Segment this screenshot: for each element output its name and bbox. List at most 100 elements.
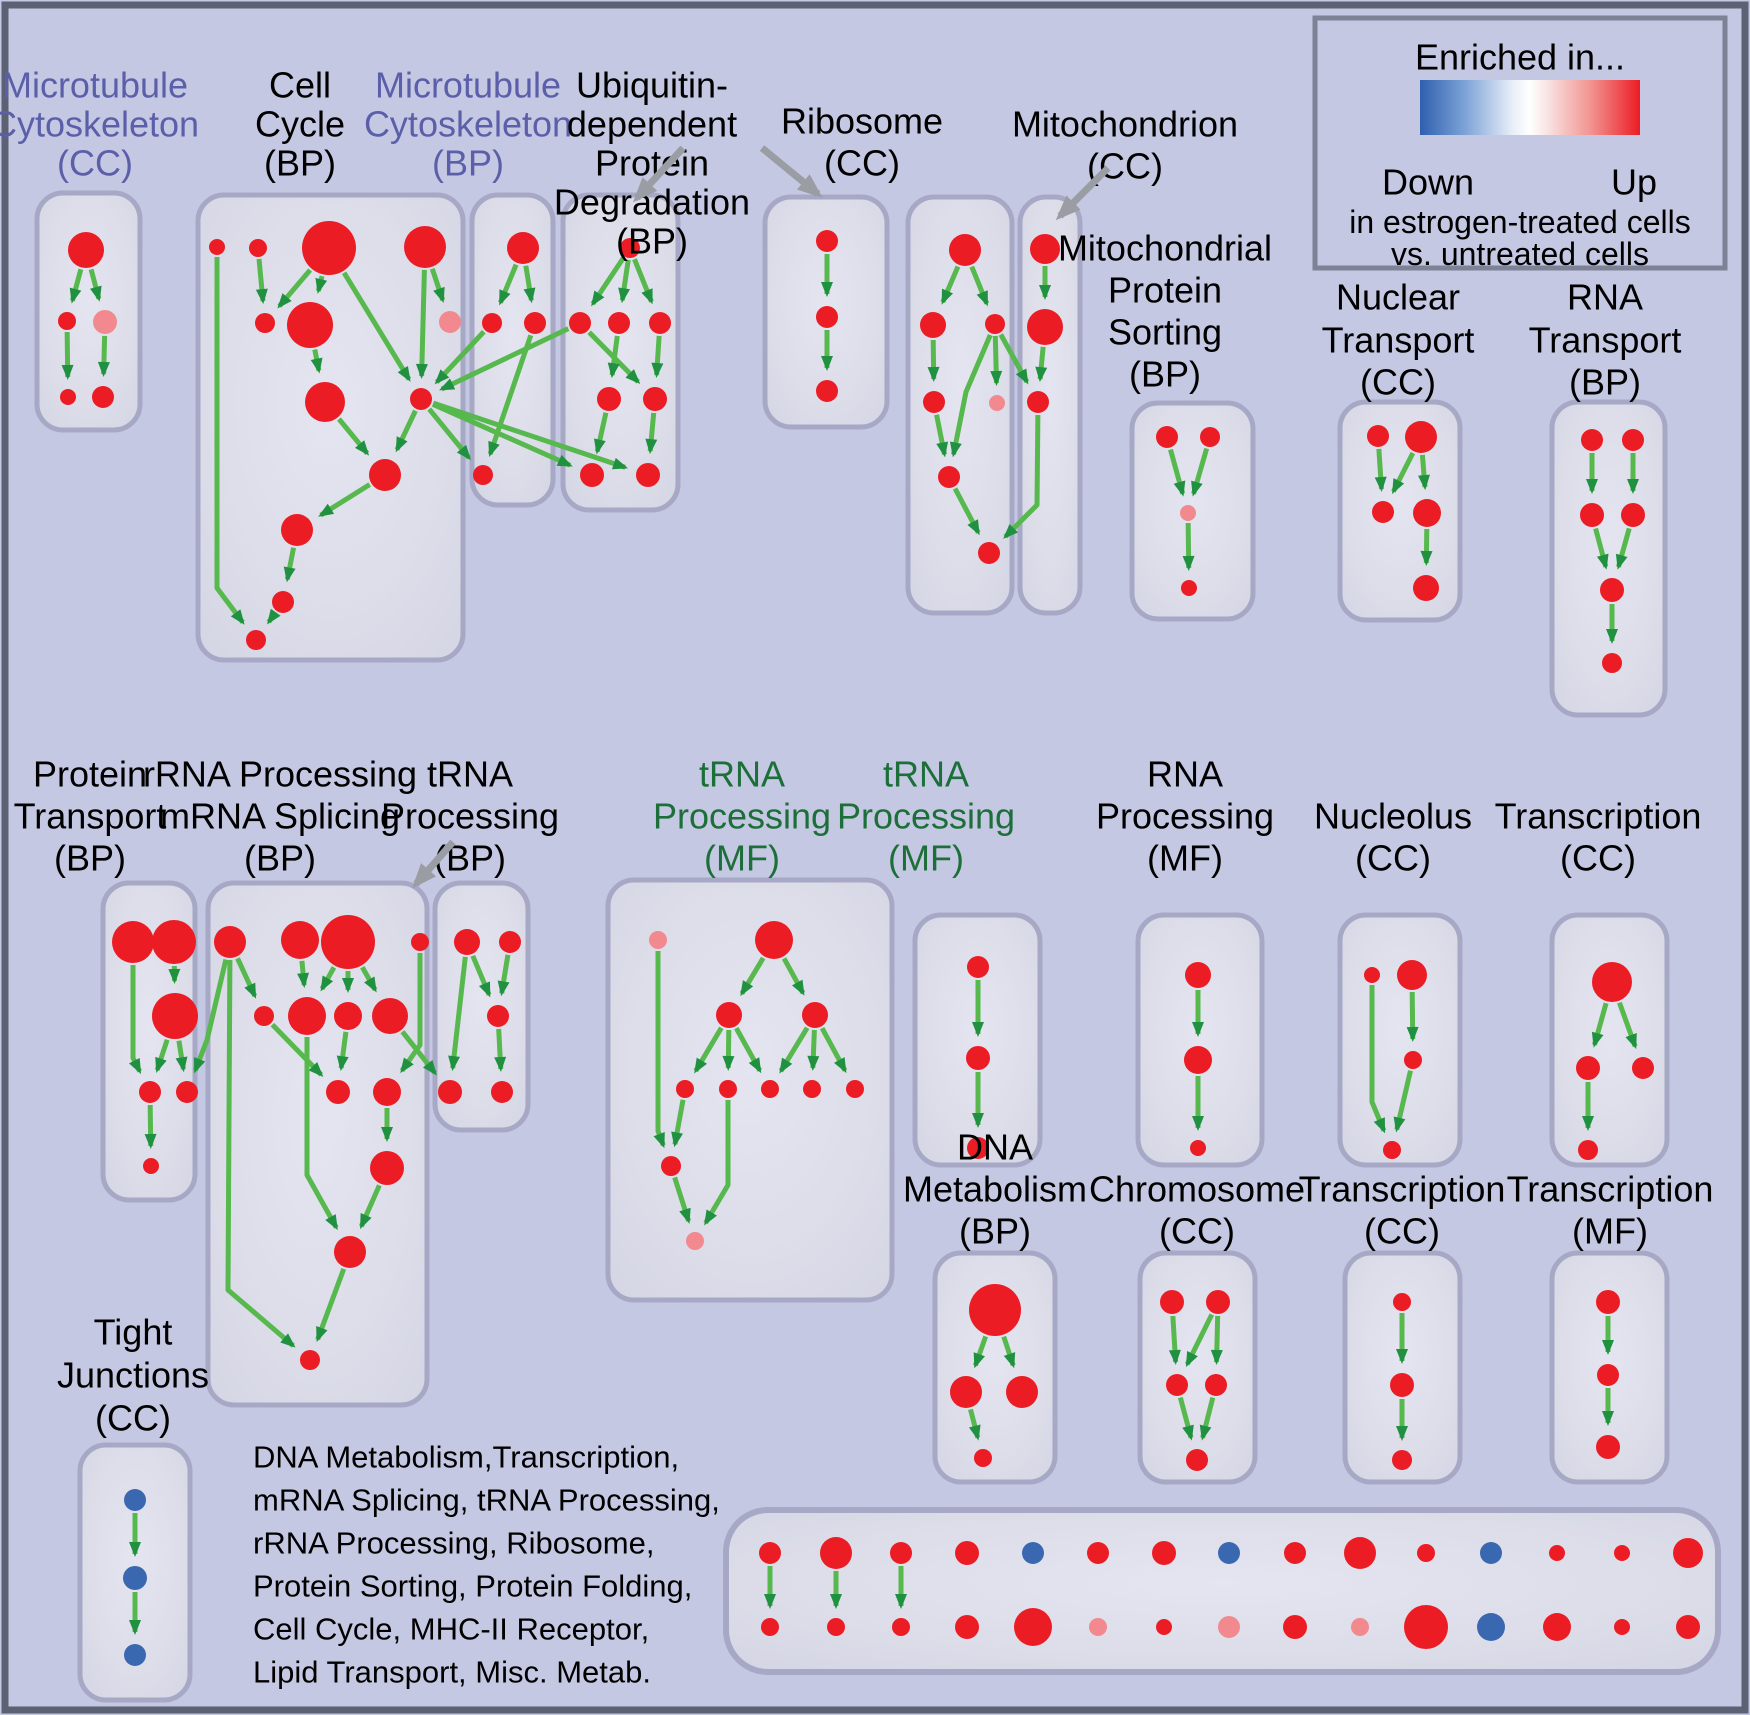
edge-mtbp-top-mr <box>523 265 536 304</box>
cluster-box-nuc <box>1337 912 1463 1168</box>
go-term-node-rrna-r3b <box>373 1078 401 1106</box>
go-term-node-tmf1-r4 <box>661 1156 681 1176</box>
go-term-node-lbox-c5b <box>1014 1608 1052 1646</box>
go-term-node-lbox-c13t <box>1549 1545 1565 1561</box>
edge-tmf1-mr-f4 <box>807 1029 820 1072</box>
cluster-label-dnam-line0: DNA <box>957 1127 1033 1168</box>
cluster-box-cc <box>195 192 466 663</box>
edge-nuc-sm-bot <box>1369 985 1387 1134</box>
go-term-node-lbox-c2b <box>827 1618 845 1636</box>
edge-tmf1-f1-r4 <box>671 1099 686 1148</box>
edges-layer <box>61 254 1639 1635</box>
go-term-node-cc-F <box>287 302 333 348</box>
go-term-node-tbp-bl <box>438 1080 462 1104</box>
go-term-node-tj-n1 <box>124 1489 146 1511</box>
cluster-label-pt-line0: Protein <box>33 754 147 795</box>
go-term-node-ubq1-r3r <box>643 387 667 411</box>
cluster-label-rtr-line1: Transport <box>1529 320 1682 361</box>
edge-cc-C-F <box>315 275 328 294</box>
edge-rrna-tl-bot <box>225 959 296 1348</box>
go-term-node-lbox-c10t <box>1344 1537 1376 1569</box>
go-term-node-tmf1-pk2 <box>686 1232 704 1250</box>
cluster-label-rtr-line2: (BP) <box>1569 362 1641 403</box>
go-term-node-rtr-tr <box>1622 429 1644 451</box>
cross-edge-cc.I-ubq1.r4l <box>431 401 573 468</box>
go-term-node-rtr-bot <box>1602 653 1622 673</box>
edge-tmf1-top-ml <box>739 956 766 997</box>
go-term-node-chrom-t2 <box>1206 1290 1230 1314</box>
go-term-node-lbox-c11b <box>1404 1605 1448 1649</box>
go-term-node-tcc3-n2 <box>1390 1373 1414 1397</box>
edge-tmf1-top-mr <box>781 957 806 996</box>
cluster-label-ntr-line2: (CC) <box>1360 362 1436 403</box>
edge-rrna-tb-r2d <box>360 965 378 993</box>
go-term-node-ubq1-r2l <box>569 312 591 334</box>
go-term-node-rtr-cv <box>1600 578 1624 602</box>
go-term-node-ubq1-r4l <box>580 463 604 487</box>
cluster-label-ubq1-line1: dependent <box>567 104 737 145</box>
cluster-label-mtcc-line0: Microtubule <box>2 65 188 106</box>
go-term-node-lbox-c13b <box>1543 1613 1571 1641</box>
cluster-box-mtbp <box>469 192 556 508</box>
cross-edge-cc.I-mtbp.bot <box>427 407 472 461</box>
edge-cc-H-J <box>337 417 370 456</box>
go-term-node-msort-pk <box>1180 505 1196 521</box>
go-term-node-rrna-tl <box>214 926 246 958</box>
go-term-node-ntr-ml <box>1372 501 1394 523</box>
edge-tcc2-big-ml <box>1591 1002 1609 1048</box>
go-term-node-lbox-c3t <box>890 1542 912 1564</box>
legend-subtitle-1: in estrogen-treated cells <box>1349 204 1691 240</box>
edge-pt-bm-s2 <box>175 1040 188 1073</box>
go-term-node-rrna-r5 <box>334 1236 366 1268</box>
cluster-label-tmf-line1: (MF) <box>1572 1211 1648 1252</box>
go-term-node-nuc-big <box>1397 960 1427 990</box>
go-term-node-ubq2-n2 <box>816 306 838 328</box>
go-term-node-rib-r3 <box>923 391 945 413</box>
cluster-label-cc-line1: Cycle <box>255 104 345 145</box>
go-term-node-nuc-bot <box>1383 1141 1401 1159</box>
edge-ntr-t2-ml <box>1391 451 1416 495</box>
cluster-label-tmf2-line2: (MF) <box>888 838 964 879</box>
cluster-label-tmf2-line1: Processing <box>837 796 1015 837</box>
edge-rtr-mr-cv <box>1615 527 1632 570</box>
go-term-node-tbp-br <box>491 1081 513 1103</box>
cluster-label-dnam-line2: (BP) <box>959 1211 1031 1252</box>
cluster-box-tcc3 <box>1342 1250 1463 1485</box>
cluster-label-rib-line1: (CC) <box>824 143 900 184</box>
cross-edge-rib.mr-mito.r3 <box>998 333 1030 385</box>
go-term-node-pt-bm <box>152 993 198 1039</box>
cluster-label-tmf-line0: Transcription <box>1507 1169 1714 1210</box>
edge-rrna-ts-r3b <box>399 953 423 1074</box>
go-term-node-dnam-m2 <box>1006 1376 1038 1408</box>
labels-layer: MicrotubuleCytoskeleton(CC)CellCycle(BP)… <box>0 15 1728 1690</box>
edge-dnam-top-m1 <box>972 1335 989 1369</box>
edge-ubq1-r3l-r4l <box>594 412 609 455</box>
go-term-node-mtbp-bot <box>473 465 493 485</box>
go-term-node-pt-bot <box>143 1158 159 1174</box>
go-term-node-tmf1-ml <box>716 1002 742 1028</box>
cluster-label-nuc-line0: Nucleolus <box>1314 796 1472 837</box>
go-term-node-dnam-top <box>969 1284 1021 1336</box>
cluster-label-ubq1-line4: (BP) <box>616 221 688 262</box>
go-term-node-rib-bot <box>978 542 1000 564</box>
go-term-node-ubq1-r2r <box>649 312 671 334</box>
go-term-node-cc-B <box>249 239 267 257</box>
summary-note-line5: Lipid Transport, Misc. Metab. <box>253 1655 651 1690</box>
go-term-node-lbox-c14t <box>1614 1545 1630 1561</box>
go-term-node-rpmf-n3 <box>1190 1140 1206 1156</box>
edge-mtcc-a-c <box>88 268 102 302</box>
cluster-label-rpmf-line1: Processing <box>1096 796 1274 837</box>
go-term-node-rrna-r2a <box>254 1006 274 1026</box>
go-term-node-ubq1-r2m <box>608 312 630 334</box>
cluster-label-chrom-line0: Chromosome <box>1089 1169 1305 1210</box>
summary-note-line4: Cell Cycle, MHC-II Receptor, <box>253 1612 649 1647</box>
go-term-node-msort-t1 <box>1156 426 1178 448</box>
cluster-label-tcc2-line1: (CC) <box>1560 838 1636 879</box>
edge-ubq1-top-r2m <box>618 259 631 304</box>
edge-cc-F-H <box>310 349 323 374</box>
edge-cc-B-E <box>255 258 268 305</box>
go-term-node-tbp-tl <box>454 929 480 955</box>
go-term-node-mtcc-e <box>92 386 114 408</box>
legend-title: Enriched in... <box>1415 37 1625 78</box>
edge-chrom-m2-bot <box>1199 1396 1216 1441</box>
